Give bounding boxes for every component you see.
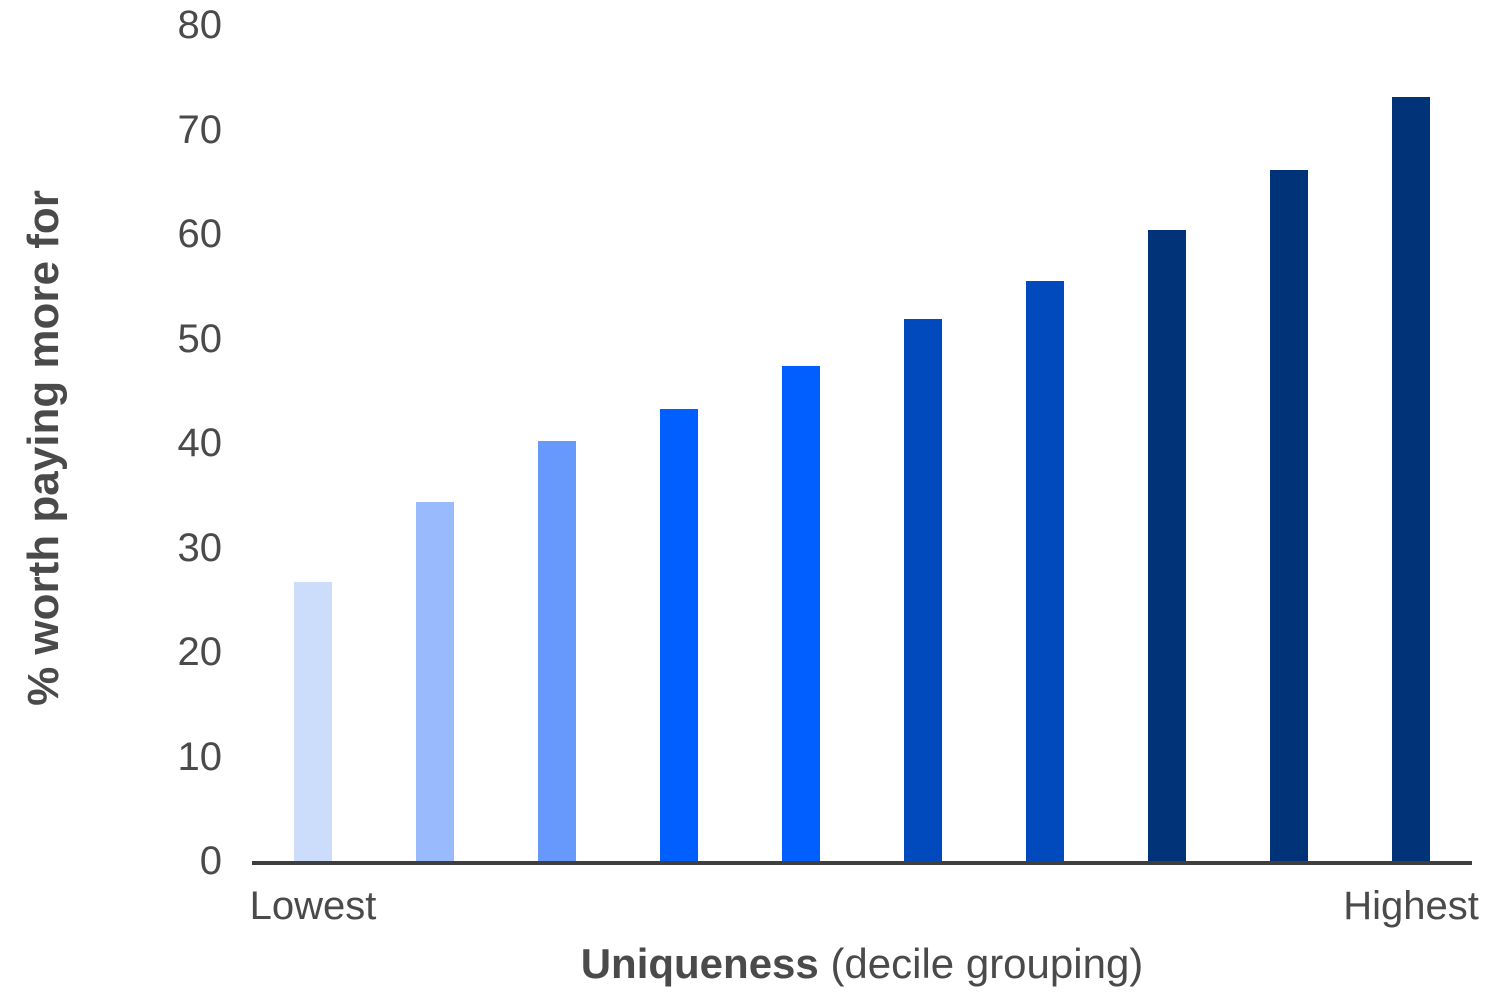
bar-decile-3: [538, 440, 576, 861]
y-tick-label-30: 30: [177, 525, 223, 570]
bar-decile-4: [660, 408, 698, 861]
bar-band-4: [618, 25, 740, 861]
x-axis-title: Uniqueness (decile grouping): [581, 940, 1144, 988]
bar-band-1: [252, 25, 374, 861]
y-tick-label-50: 50: [177, 316, 223, 361]
y-tick-label-40: 40: [177, 421, 223, 465]
y-tick-label-60: 60: [177, 212, 223, 256]
bar-band-3: [496, 25, 618, 861]
x-axis-label-lowest: Lowest: [249, 884, 377, 928]
bar-decile-7: [1026, 281, 1064, 861]
x-axis-title-bold: Uniqueness: [580, 940, 819, 987]
x-axis-label-highest: Highest: [1343, 884, 1479, 928]
x-axis-title-detail: (decile grouping): [818, 940, 1144, 987]
bar-band-6: [862, 25, 984, 861]
bars-container: [252, 25, 1472, 861]
bar-decile-1: [294, 582, 332, 861]
y-tick-label-10: 10: [177, 734, 223, 779]
bar-band-9: [1228, 25, 1350, 861]
bar-band-7: [984, 25, 1106, 861]
bar-band-5: [740, 25, 862, 861]
bar-decile-5: [782, 365, 820, 861]
plot-area: [252, 25, 1472, 865]
bar-band-2: [374, 25, 496, 861]
bar-decile-6: [904, 318, 942, 861]
bar-decile-2: [416, 501, 454, 861]
bar-decile-9: [1270, 170, 1308, 861]
bar-band-8: [1106, 25, 1228, 861]
bar-band-10: [1350, 25, 1472, 861]
y-tick-label-70: 70: [177, 107, 223, 152]
y-tick-label-80: 80: [177, 3, 223, 47]
bar-decile-10: [1392, 97, 1430, 861]
bar-decile-8: [1148, 229, 1186, 861]
y-tick-label-0: 0: [199, 839, 222, 883]
y-tick-label-20: 20: [177, 630, 223, 674]
y-axis-tick-labels: 0 10 20 30 40 50 60 70 80: [0, 5, 223, 881]
